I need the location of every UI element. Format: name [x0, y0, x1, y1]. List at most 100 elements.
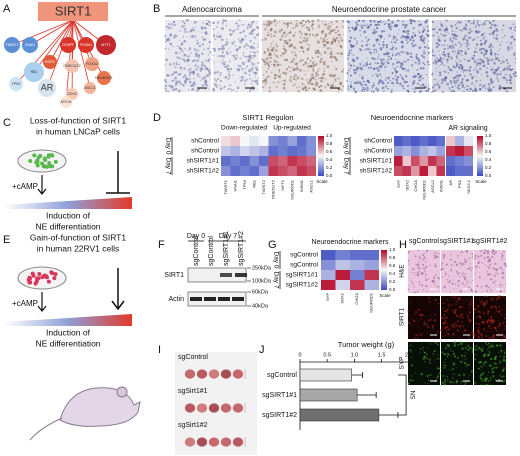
- texture-dot: [446, 58, 449, 62]
- texture-dot: [182, 58, 185, 61]
- heatmap-cell: [230, 156, 240, 166]
- texture-dot: [228, 42, 230, 44]
- texture-dot: [423, 52, 426, 55]
- texture-dot: [490, 307, 492, 309]
- arrow: [37, 175, 47, 195]
- texture-dot: [303, 37, 306, 40]
- texture-dot: [496, 29, 499, 32]
- texture-dot: [458, 59, 460, 61]
- texture-dot: [453, 91, 455, 93]
- texture-dot: [316, 41, 320, 44]
- texture-dot: [290, 81, 293, 83]
- texture-dot: [468, 299, 470, 301]
- texture-dot: [457, 284, 460, 287]
- texture-dot: [488, 45, 491, 49]
- texture-dot: [269, 60, 272, 63]
- texture-dot: [453, 260, 457, 264]
- texture-dot: [238, 19, 240, 22]
- texture-dot: [312, 72, 314, 74]
- texture-dot: [346, 80, 348, 82]
- gene-label: ASCL1: [309, 179, 314, 192]
- texture-dot: [386, 59, 388, 61]
- texture-dot: [334, 85, 336, 87]
- row-label: sgSirt1#2: [178, 422, 208, 429]
- heatmap-cell: [287, 136, 297, 146]
- band: [220, 273, 232, 277]
- texture-dot: [419, 79, 422, 82]
- texture-dot: [491, 319, 494, 322]
- texture-dot: [421, 333, 423, 336]
- texture-dot: [213, 59, 215, 61]
- texture-dot: [358, 24, 360, 26]
- texture-dot: [480, 373, 483, 376]
- gradient-wedge: [4, 314, 132, 326]
- texture-dot: [499, 287, 502, 289]
- texture-dot: [312, 76, 315, 79]
- texture-dot: [477, 19, 479, 21]
- texture-dot: [417, 249, 420, 252]
- texture-dot: [474, 348, 477, 351]
- texture-dot: [197, 49, 199, 52]
- texture-dot: [192, 83, 195, 86]
- texture-dot: [379, 34, 383, 38]
- texture-dot: [446, 355, 449, 357]
- texture-dot: [478, 48, 482, 51]
- texture-dot: [511, 47, 513, 49]
- texture-dot: [228, 74, 231, 77]
- texture-dot: [409, 302, 411, 304]
- texture-dot: [402, 30, 406, 33]
- texture-dot: [475, 30, 478, 33]
- texture-dot: [401, 45, 404, 48]
- texture-dot: [494, 69, 498, 72]
- texture-dot: [469, 346, 472, 349]
- texture-dot: [460, 380, 463, 383]
- texture-dot: [404, 35, 407, 38]
- texture-dot: [232, 54, 236, 58]
- texture-dot: [308, 44, 311, 47]
- texture-dot: [321, 80, 324, 83]
- texture-dot: [493, 253, 496, 255]
- texture-dot: [415, 323, 417, 325]
- texture-dot: [485, 377, 488, 380]
- texture-dot: [355, 21, 358, 24]
- texture-dot: [175, 71, 178, 74]
- cell: [53, 159, 58, 164]
- texture-dot: [232, 33, 234, 35]
- texture-dot: [226, 64, 229, 68]
- texture-dot: [176, 56, 179, 59]
- texture-dot: [196, 72, 199, 76]
- texture-dot: [405, 81, 408, 83]
- texture-dot: [367, 66, 370, 69]
- texture-dot: [243, 55, 245, 58]
- texture-dot: [239, 20, 241, 22]
- heatmap-cell: [268, 136, 278, 146]
- texture-dot: [267, 31, 270, 33]
- texture-dot: [478, 276, 481, 279]
- texture-dot: [400, 37, 402, 39]
- texture-dot: [490, 320, 492, 322]
- texture-dot: [304, 85, 307, 89]
- texture-dot: [429, 301, 431, 303]
- texture-dot: [185, 19, 187, 21]
- texture-dot: [181, 25, 184, 28]
- texture-dot: [455, 27, 458, 30]
- texture-dot: [210, 22, 212, 24]
- texture-dot: [473, 38, 476, 41]
- texture-dot: [482, 364, 484, 366]
- texture-dot: [248, 69, 251, 73]
- texture-dot: [424, 323, 427, 326]
- texture-dot: [411, 42, 414, 45]
- micrograph: [408, 250, 440, 293]
- texture-dot: [358, 81, 362, 85]
- texture-dot: [489, 43, 493, 47]
- texture-dot: [461, 54, 463, 57]
- texture-dot: [420, 272, 424, 275]
- texture-dot: [474, 358, 477, 361]
- texture-dot: [499, 266, 502, 269]
- texture-dot: [221, 48, 224, 51]
- texture-dot: [230, 88, 233, 90]
- texture-dot: [439, 329, 443, 332]
- texture-dot: [290, 50, 293, 53]
- node-label: ASCL1: [84, 86, 95, 90]
- texture-dot: [177, 73, 180, 76]
